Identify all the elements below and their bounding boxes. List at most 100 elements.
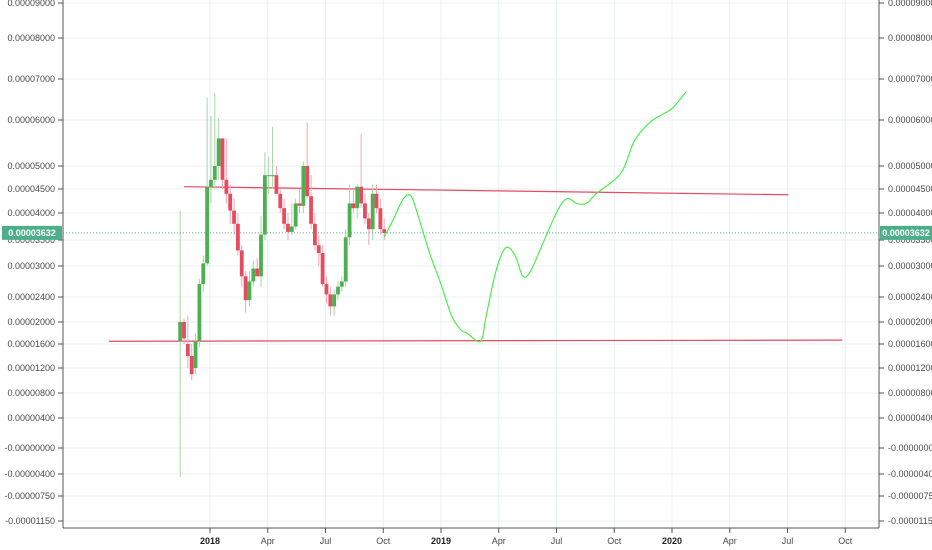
y-tick-label: -0.00001150: [5, 516, 55, 526]
candle-body: [278, 193, 283, 209]
candle: [189, 344, 194, 381]
candle: [205, 97, 210, 266]
x-tick-label: Apr: [261, 536, 275, 546]
y-tick-label: 0.00000400: [888, 413, 932, 423]
candle-body: [339, 281, 344, 287]
candle: [370, 184, 375, 240]
x-axis: 2018 Apr Jul Oct 2019 Apr Jul Oct 2020 Apr Jul Oct: [200, 528, 853, 546]
candle: [297, 189, 302, 213]
x-tick-label: Apr: [492, 536, 506, 546]
x-tick-label: Oct: [838, 536, 853, 546]
y-tick-label: 0.00004500: [888, 184, 932, 194]
candle: [209, 115, 213, 204]
candle: [262, 152, 267, 240]
x-tick-label: Jul: [320, 536, 332, 546]
candle-body: [274, 175, 279, 194]
y-tick-label: 0.00005000: [888, 161, 932, 171]
y-tick-label: 0.00000400: [7, 413, 55, 423]
candle: [282, 198, 287, 230]
trendline: [184, 186, 789, 196]
y-tick-label: 0.00007000: [7, 74, 55, 84]
candle-body: [255, 268, 260, 277]
candle: [286, 213, 290, 240]
candle-body: [224, 179, 229, 194]
candle: [366, 213, 371, 246]
y-tick-label: 0.00003000: [7, 261, 55, 271]
candle-body: [247, 281, 252, 301]
price-tag-right: [880, 225, 932, 240]
y-tick-label: -0.00000000: [4, 443, 55, 453]
candle: [259, 215, 263, 287]
candle: [305, 122, 310, 199]
y-tick-label: 0.00003500: [888, 235, 932, 245]
y-tick-label: 0.00008000: [7, 33, 55, 43]
candle-body: [205, 186, 210, 264]
y-tick-label: 0.00004000: [7, 208, 55, 218]
x-tick-label: Oct: [607, 536, 622, 546]
candle-body: [374, 193, 379, 209]
y-axis-left: 0.00009000 0.00008000 0.00007000 0.00006000…: [4, 0, 63, 526]
y-tick-label: 0.00001600: [888, 339, 932, 349]
y-tick-label: 0.00001200: [7, 363, 55, 373]
x-tick-label: Oct: [376, 536, 391, 546]
candle: [316, 234, 321, 266]
candle: [355, 184, 360, 219]
candle: [178, 210, 183, 478]
candle-body: [289, 226, 294, 232]
candle-body: [193, 341, 198, 368]
candle: [193, 333, 198, 375]
candle: [251, 260, 256, 287]
candle-body: [328, 294, 333, 307]
candle-body: [236, 223, 240, 251]
projection-line: [383, 90, 687, 343]
candle-body: [262, 175, 267, 235]
candle-body: [316, 245, 321, 253]
candle: [197, 278, 202, 347]
y-tick-label: -0.00000750: [888, 491, 932, 501]
candle-body: [201, 263, 206, 285]
candle-body: [266, 175, 271, 177]
y-tick-label: -0.00000750: [4, 491, 55, 501]
y-tick-label: 0.00009000: [888, 0, 932, 8]
candle: [236, 213, 240, 256]
candle-body: [212, 166, 217, 180]
candle-body: [228, 193, 233, 211]
candle-body: [366, 218, 371, 230]
candle: [343, 229, 348, 287]
x-tick-label: Jul: [782, 536, 794, 546]
candle: [293, 198, 298, 230]
y-tick-label: 0.00008000: [888, 33, 932, 43]
candle: [301, 161, 306, 213]
candle-body: [251, 268, 256, 282]
candle: [378, 198, 383, 235]
candle: [274, 166, 279, 194]
y-tick-label: -0.00000000: [888, 443, 932, 453]
y-tick-label: 0.00002000: [888, 317, 932, 327]
y-tick-label: 0.00006000: [7, 115, 55, 125]
y-tick-label: 0.00003000: [888, 261, 932, 271]
y-tick-label: 0.00009000: [7, 0, 55, 8]
candle: [212, 93, 217, 189]
candle-body: [336, 286, 340, 295]
y-tick-label: 0.00004000: [888, 208, 932, 218]
candle-body: [359, 186, 364, 204]
candle: [313, 213, 317, 251]
candle: [359, 133, 364, 209]
y-tick-label: -0.00000400: [888, 469, 932, 479]
candle-body: [343, 237, 348, 282]
candle-body: [332, 294, 337, 307]
candle: [255, 258, 260, 277]
candle-body: [243, 276, 248, 301]
y-tick-label: 0.00000800: [888, 388, 932, 398]
candle-body: [239, 250, 244, 277]
y-tick-label: -0.00000400: [4, 469, 55, 479]
candle: [266, 156, 271, 194]
y-axis-right: 0.00009000 0.00008000 0.00007000 0.00006000…: [879, 0, 932, 526]
candle-body: [351, 203, 356, 209]
candle: [324, 276, 329, 304]
candle-body: [363, 203, 367, 219]
candle-body: [185, 344, 190, 356]
candle-body: [209, 179, 213, 187]
